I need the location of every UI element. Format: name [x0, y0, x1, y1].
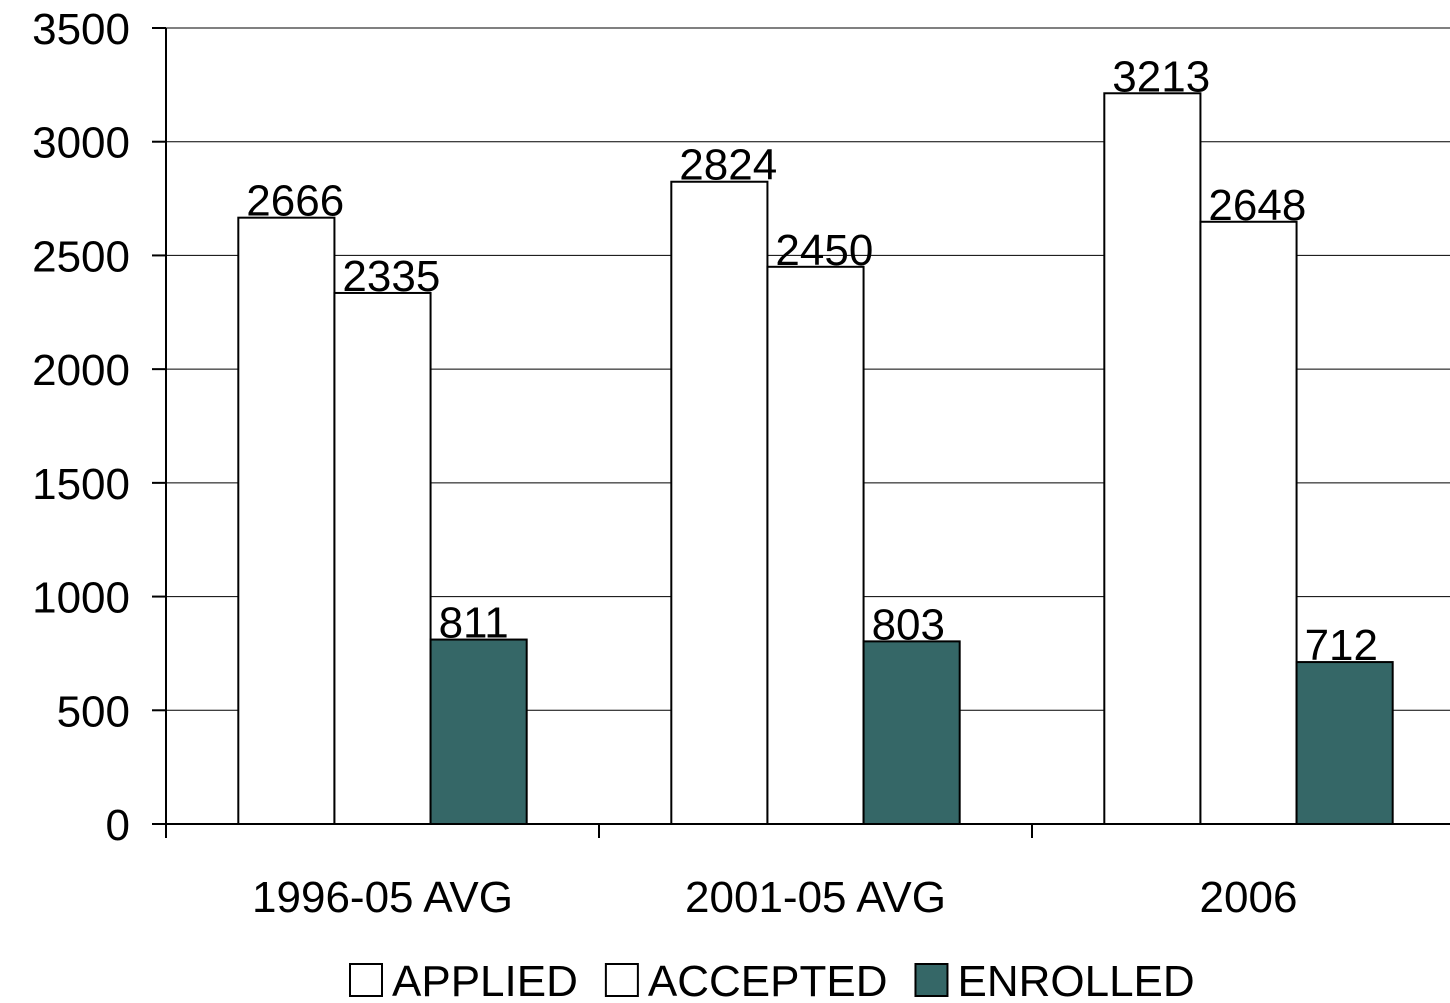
data-label: 712: [1305, 621, 1378, 670]
y-tick-label: 1000: [32, 574, 130, 623]
bar: [862, 640, 961, 826]
bar: [429, 638, 528, 825]
data-label: 2335: [342, 252, 440, 301]
y-tick-label: 3500: [32, 5, 130, 54]
data-label: 2450: [775, 226, 873, 275]
x-tick-label: 1996-05 AVG: [252, 873, 513, 922]
y-tick-label: 1500: [32, 460, 130, 509]
data-label: 3213: [1112, 52, 1210, 101]
bar: [670, 180, 769, 826]
bar: [1199, 220, 1298, 825]
x-tick-label: 2001-05 AVG: [685, 873, 946, 922]
bar: [1295, 661, 1394, 825]
bar: [333, 291, 432, 825]
x-tick-label: 2006: [1200, 873, 1298, 922]
data-label: 2648: [1208, 181, 1306, 230]
legend-swatch: [349, 963, 383, 997]
data-label: 803: [872, 600, 945, 649]
data-label: 2666: [246, 177, 344, 226]
bar: [766, 265, 865, 825]
legend-swatch: [604, 963, 639, 997]
y-tick-label: 500: [57, 687, 130, 736]
y-tick-label: 0: [106, 801, 130, 850]
bar: [1103, 92, 1202, 826]
data-label: 811: [439, 599, 509, 648]
legend-label: ENROLLED: [957, 957, 1194, 1003]
legend-label: ACCEPTED: [648, 957, 888, 1003]
y-tick-label: 3000: [32, 119, 130, 168]
legend-swatch: [914, 963, 949, 997]
bar: [237, 216, 336, 826]
legend-label: APPLIED: [392, 957, 578, 1003]
data-label: 2824: [679, 141, 777, 190]
y-tick-label: 2000: [32, 346, 130, 395]
y-tick-label: 2500: [32, 232, 130, 281]
